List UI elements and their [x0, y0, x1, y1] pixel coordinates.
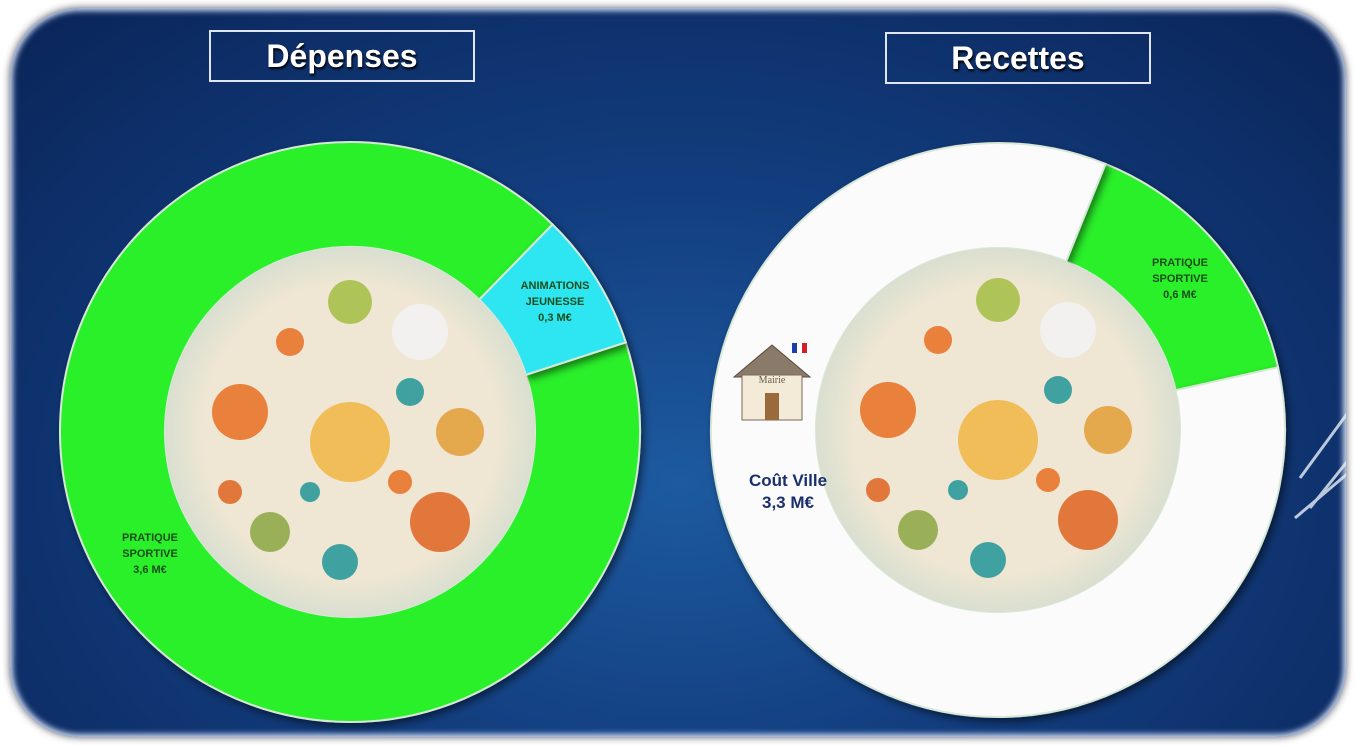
flag-red	[802, 343, 807, 353]
sport-icon	[860, 382, 916, 438]
flag-blue	[792, 343, 797, 353]
category-label: ANIMATIONS JEUNESSE	[520, 280, 590, 308]
slice-label: PRATIQUE SPORTIVE 3,6 M€	[100, 530, 200, 578]
value-label: 0,6 M€	[1163, 289, 1197, 301]
sport-icon	[970, 542, 1006, 578]
sport-icon	[388, 470, 412, 494]
house-door	[765, 393, 779, 420]
icon-label: Mairie	[759, 375, 786, 386]
sport-icon	[948, 480, 968, 500]
sport-icon	[898, 510, 938, 550]
sport-icon	[436, 408, 484, 456]
sport-icon	[396, 378, 424, 406]
donut-slice	[477, 223, 628, 377]
sport-icon	[1084, 406, 1132, 454]
sport-icon	[1044, 376, 1072, 404]
sport-icon	[212, 384, 268, 440]
slice-label: ANIMATIONS JEUNESSE 0,3 M€	[500, 278, 610, 326]
sport-icon	[976, 278, 1020, 322]
flag-white	[797, 343, 802, 353]
sport-icon	[250, 512, 290, 552]
sport-icon	[322, 544, 358, 580]
decor	[1294, 412, 1346, 520]
sport-icon	[1036, 468, 1060, 492]
category-label: PRATIQUE SPORTIVE	[1151, 257, 1209, 285]
sport-icon	[310, 402, 390, 482]
value-label: 3,3 M€	[762, 493, 814, 512]
sport-icon	[410, 492, 470, 552]
sport-icon	[866, 478, 890, 502]
sport-icon	[276, 328, 304, 356]
chart-title: Recettes	[885, 32, 1151, 84]
sport-icon	[328, 280, 372, 324]
chart-title: Dépenses	[209, 30, 475, 82]
sport-icon	[1040, 302, 1096, 358]
value-label: 3,6 M€	[133, 564, 167, 576]
sport-icon	[218, 480, 242, 504]
sport-icon	[1058, 490, 1118, 550]
sport-icon	[392, 304, 448, 360]
slice-label: PRATIQUE SPORTIVE 0,6 M€	[1130, 255, 1230, 303]
slice-label: Coût Ville 3,3 M€	[728, 470, 848, 514]
sport-icon	[924, 326, 952, 354]
sport-icon	[300, 482, 320, 502]
category-label: PRATIQUE SPORTIVE	[121, 532, 179, 560]
value-label: 0,3 M€	[538, 312, 572, 324]
category-label: Coût Ville	[748, 471, 828, 490]
sport-icon	[958, 400, 1038, 480]
